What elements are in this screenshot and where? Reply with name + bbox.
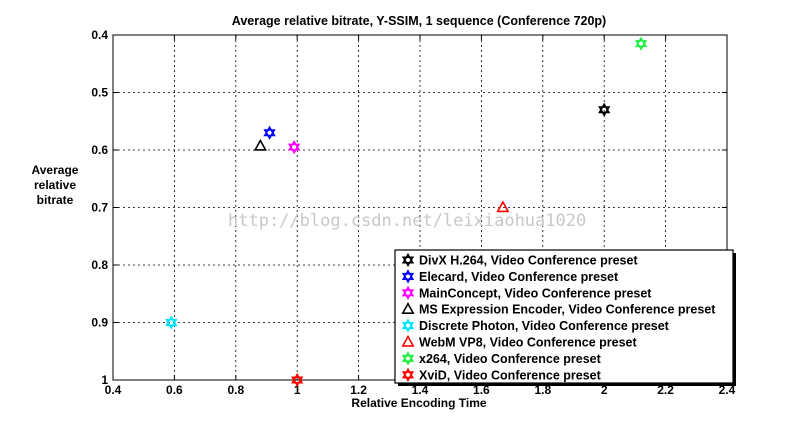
x-tick-label: 2 — [601, 383, 608, 397]
x-tick-label: 1.4 — [412, 383, 429, 397]
y-tick-label: 0.9 — [91, 316, 108, 330]
legend-label: Discrete Photon, Video Conference preset — [419, 319, 670, 333]
legend-marker — [401, 351, 415, 366]
legend-label: Elecard, Video Conference preset — [419, 270, 619, 284]
legend-label: WebM VP8, Video Conference preset — [419, 336, 637, 350]
legend-label: x264, Video Conference preset — [419, 352, 602, 366]
legend-label: MainConcept, Video Conference preset — [419, 286, 652, 300]
y-axis-label-line-3: bitrate — [37, 193, 74, 207]
data-points — [165, 36, 648, 388]
data-point — [598, 102, 611, 117]
legend-marker — [401, 302, 415, 314]
legend-marker — [401, 269, 415, 284]
legend-marker — [401, 334, 415, 347]
x-tick-label: 1.6 — [473, 383, 490, 397]
y-tick-label: 0.7 — [91, 201, 108, 215]
legend-marker — [401, 285, 415, 300]
x-axis-label: Relative Encoding Time — [351, 396, 486, 410]
watermark: http://blog.csdn.net/leixiaohua1020 — [228, 211, 586, 231]
y-tick-label: 0.5 — [91, 86, 108, 100]
x-tick-label: 2.4 — [719, 383, 736, 397]
x-tick-label: 0.6 — [166, 383, 183, 397]
legend-label: MS Expression Encoder, Video Conference … — [419, 303, 716, 317]
y-tick-label: 0.6 — [91, 143, 108, 157]
legend-marker — [401, 367, 415, 382]
legend: DivX H.264, Video Conference preset Eleca… — [394, 249, 736, 386]
x-tick-label: 0.4 — [105, 383, 122, 397]
x-tick-label: 1.2 — [350, 383, 367, 397]
x-tick-label: 1.8 — [534, 383, 551, 397]
chart-title: Average relative bitrate, Y-SSIM, 1 sequ… — [232, 14, 606, 28]
legend-label: DivX H.264, Video Conference preset — [419, 254, 638, 268]
data-point — [496, 200, 510, 213]
y-tick-label: 0.8 — [91, 258, 108, 272]
legend-marker — [401, 318, 415, 333]
data-point — [634, 36, 648, 51]
x-tick-label: 1 — [294, 383, 301, 397]
legend-label: XviD, Video Conference preset — [419, 368, 602, 382]
data-point — [287, 140, 301, 155]
legend-marker — [401, 252, 415, 268]
legend-box — [394, 249, 734, 384]
y-axis-label-line-2: relative — [34, 178, 76, 192]
x-tick-label: 0.8 — [227, 383, 244, 397]
data-point — [263, 125, 276, 140]
data-point — [291, 372, 304, 388]
y-axis-label-line-1: Average — [32, 163, 79, 177]
data-point — [165, 315, 178, 330]
axis-ticks: 0.4 0.6 0.8 1 1.2 1.4 1.6 1.8 2 2.2 2.4 0.4 0.5 0.6 0.… — [91, 28, 735, 397]
y-tick-label: 0.4 — [91, 28, 108, 42]
y-tick-label: 1 — [101, 373, 108, 387]
x-tick-label: 2.2 — [657, 383, 674, 397]
data-point — [253, 138, 267, 151]
